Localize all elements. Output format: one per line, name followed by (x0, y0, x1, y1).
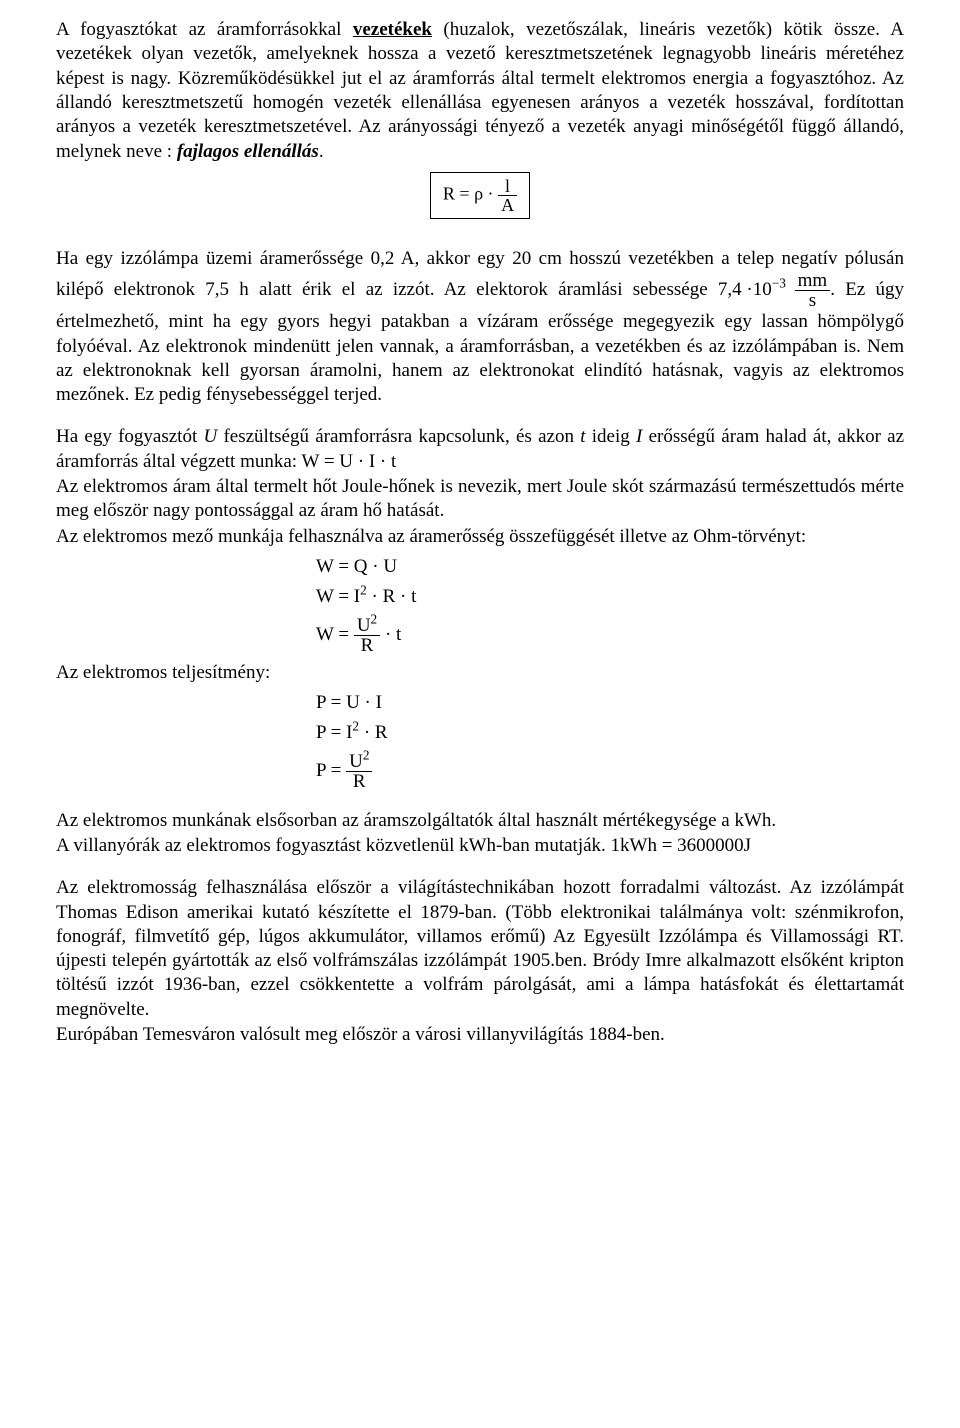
para1-t1: A fogyasztókat az áramforrásokkal (56, 19, 353, 40)
p2b: · R (359, 722, 388, 743)
para1-period: . (319, 141, 324, 162)
fajlagos-term: fajlagos ellenállás (177, 141, 319, 162)
speed-exp: −3 (772, 276, 786, 291)
p2a: P = I (316, 722, 352, 743)
para6-text: Az elektromosság felhasználása először a… (56, 876, 904, 1022)
w3-num: U2 (354, 616, 380, 636)
w2a: W = I (316, 586, 360, 607)
paragraph-electron-speed: Ha egy izzólámpa üzemi áramerőssége 0,2 … (56, 247, 904, 408)
para4-text: Az elektromos teljesítmény: (56, 661, 904, 685)
formula-P-U2R: P = U2R (316, 752, 904, 791)
para5c-text: 1kWh = 3600000J (611, 835, 752, 856)
formula-W-I2Rt: W = I2 · R · t (316, 585, 904, 609)
paragraph-kwh: Az elektromos munkának elsősorban az ára… (56, 809, 904, 859)
para5b-line: A villanyórák az elektromos fogyasztást … (56, 834, 904, 858)
w2b: · R · t (367, 586, 417, 607)
p3-num-exp: 2 (363, 747, 370, 762)
paragraph-history: Az elektromosság felhasználása először a… (56, 876, 904, 1047)
para3-line1: Ha egy fogyasztót U feszültségű áramforr… (56, 425, 904, 474)
w2-exp: 2 (360, 583, 367, 598)
w3b: · t (380, 623, 401, 644)
para2-text: Ha egy izzólámpa üzemi áramerőssége 0,2 … (56, 247, 904, 408)
formula-W-U2R-t: W = U2R · t (316, 616, 904, 655)
para3b-text: Az elektromos áram által termelt hőt Jou… (56, 475, 904, 524)
p3-t1: Ha egy fogyasztót (56, 426, 203, 447)
w3a: W = (316, 623, 354, 644)
speed-unit-frac: mm s (795, 271, 831, 310)
para5a-text: Az elektromos munkának elsősorban az ára… (56, 809, 904, 833)
paragraph-intro: A fogyasztókat az áramforrásokkal vezeté… (56, 18, 904, 219)
p3-den: R (346, 772, 372, 791)
para3c-text: Az elektromos mező munkája felhasználva … (56, 525, 904, 549)
p3-U: U (203, 426, 217, 447)
p3-num-base: U (349, 751, 363, 772)
formula-P-UI: P = U · I (316, 691, 904, 715)
para7-text: Európában Temesváron valósult meg előszö… (56, 1023, 904, 1047)
resistivity-formula-box: R = ρ · l A (430, 172, 530, 219)
p3-num: U2 (346, 752, 372, 772)
electron-speed-value: 7,4 ·10−3 mm s (718, 271, 830, 310)
formula-lhs: R = ρ · (443, 184, 494, 204)
paragraph-work: Ha egy fogyasztót U feszültségű áramforr… (56, 425, 904, 790)
w3-num-exp: 2 (371, 611, 378, 626)
p3-frac: U2R (346, 752, 372, 791)
formula-num: l (498, 177, 517, 196)
para1-text: A fogyasztókat az áramforrásokkal vezeté… (56, 18, 904, 164)
p3-t3: ideig (586, 426, 637, 447)
para5b-text: A villanyórák az elektromos fogyasztást … (56, 835, 611, 856)
formula-den: A (498, 196, 517, 214)
p3-t2: feszültségű áramforrásra kapcsolunk, és … (217, 426, 580, 447)
w3-frac: U2R (354, 616, 380, 655)
vezetekek-term: vezetékek (353, 19, 432, 40)
speed-num: mm (795, 271, 831, 291)
resistivity-formula-wrap: R = ρ · l A (56, 172, 904, 219)
formula-W-QU: W = Q · U (316, 555, 904, 579)
power-formulas: P = U · I P = I2 · R P = U2R (56, 691, 904, 791)
w3-num-base: U (357, 615, 371, 636)
speed-den: s (795, 291, 831, 310)
speed-val: 7,4 ·10 (718, 279, 772, 300)
w3-den: R (354, 636, 380, 655)
formula-P-I2R: P = I2 · R (316, 721, 904, 745)
p3a: P = (316, 759, 346, 780)
work-formulas: W = Q · U W = I2 · R · t W = U2R · t (56, 555, 904, 655)
p3-work: W = U · I · t (302, 451, 397, 472)
formula-frac: l A (498, 177, 517, 214)
